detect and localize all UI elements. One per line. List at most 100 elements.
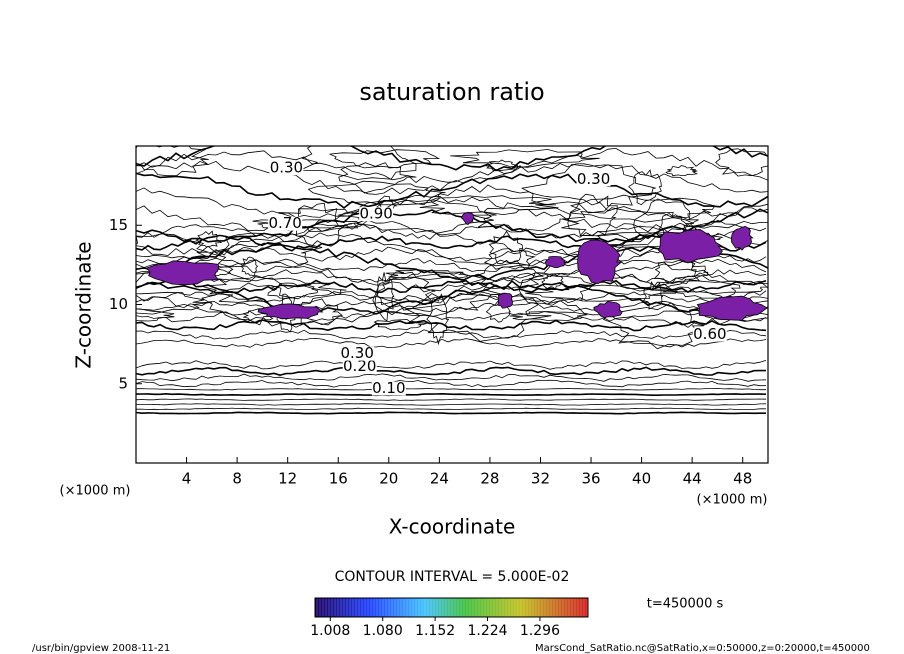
contour-line xyxy=(136,172,768,209)
contour-label-bg xyxy=(342,359,377,374)
shaded-region xyxy=(658,228,724,264)
contour-label: 0.30 xyxy=(577,170,610,188)
shaded-region xyxy=(146,260,219,286)
x-tick-label: 40 xyxy=(632,470,651,488)
contour-line xyxy=(136,146,768,172)
contour-line xyxy=(329,149,440,169)
contour-line xyxy=(715,148,768,177)
x-tick-label: 32 xyxy=(531,470,550,488)
contour-line xyxy=(136,291,212,315)
contour-line xyxy=(136,257,768,293)
y-tick-label: 10 xyxy=(109,295,128,313)
contour-line xyxy=(136,279,767,294)
y-axis-label: Z-coordinate xyxy=(72,241,96,368)
contour-label-bg xyxy=(576,172,611,187)
contour-label-bg xyxy=(268,216,303,231)
contour-line xyxy=(208,232,323,273)
contour-line xyxy=(372,272,503,317)
contour-line xyxy=(136,258,767,273)
contour-line xyxy=(136,160,768,195)
time-label: t=450000 s xyxy=(647,597,724,612)
contour-line xyxy=(136,280,768,315)
contour-line xyxy=(567,193,618,237)
shaded-region xyxy=(545,256,566,269)
shaded-region xyxy=(577,239,623,285)
plot-area: 0.100.200.300.300.300.900.700.60 xyxy=(136,146,768,415)
shaded-region xyxy=(257,303,324,320)
footer-right: MarsCond_SatRatio.nc@SatRatio,x=0:50000,… xyxy=(535,643,870,654)
contour-label: 0.30 xyxy=(340,344,373,362)
contour-line xyxy=(136,308,175,322)
contour-line xyxy=(426,293,450,346)
contour-label-bg xyxy=(371,381,406,396)
x-tick-label: 8 xyxy=(232,470,242,488)
y-unit: (×1000 m) xyxy=(60,484,131,499)
contour-line xyxy=(136,208,768,243)
colorbar-tick-label: 1.296 xyxy=(520,623,560,639)
contour-line xyxy=(136,403,767,406)
colorbar-tick-label: 1.008 xyxy=(310,623,350,639)
x-tick-label: 36 xyxy=(581,470,600,488)
x-tick-label: 16 xyxy=(329,470,348,488)
contour-line xyxy=(450,148,600,168)
x-axis-label: X-coordinate xyxy=(389,515,516,539)
contour-line xyxy=(376,271,436,311)
contour-line xyxy=(136,329,767,340)
contour-line xyxy=(404,293,552,342)
contour-line xyxy=(373,319,428,331)
shaded-region xyxy=(497,292,513,309)
contour-line xyxy=(136,398,767,401)
contour-interval: CONTOUR INTERVAL = 5.000E-02 xyxy=(335,569,570,585)
contour-line xyxy=(136,392,767,397)
contour-line xyxy=(200,276,347,307)
contour-line xyxy=(483,248,536,270)
contour-line xyxy=(477,202,572,233)
x-tick-label: 44 xyxy=(683,470,702,488)
contour-line xyxy=(488,230,524,265)
contour-line xyxy=(665,165,699,177)
contour-line xyxy=(136,407,766,411)
contour-line xyxy=(136,360,767,370)
contour-line xyxy=(136,293,768,328)
contour-line xyxy=(569,194,716,223)
contour-line xyxy=(136,366,767,377)
contour-line xyxy=(267,282,319,299)
shaded-region xyxy=(730,225,754,251)
shaded-region xyxy=(696,295,768,321)
contour-line xyxy=(653,259,709,285)
contour-line xyxy=(136,411,766,415)
contour-label: 0.30 xyxy=(270,159,303,177)
shaded-region xyxy=(593,300,623,319)
x-tick-label: 24 xyxy=(430,470,449,488)
contour-line xyxy=(509,311,588,321)
contour-line xyxy=(136,184,768,221)
contour-line xyxy=(385,269,469,280)
contour-line xyxy=(136,224,767,241)
colorbar xyxy=(314,597,589,618)
contour-line xyxy=(642,281,664,310)
y-tick-label: 15 xyxy=(109,216,128,234)
x-tick-label: 12 xyxy=(278,470,297,488)
contour-line xyxy=(628,169,662,206)
contour-label-bg xyxy=(340,346,375,361)
contour-label: 0.90 xyxy=(359,205,392,223)
contour-line xyxy=(136,310,767,323)
contour-line xyxy=(374,272,395,322)
contour-line xyxy=(136,269,767,284)
contour-line xyxy=(136,319,767,332)
colorbar-tick-label: 1.152 xyxy=(415,623,455,639)
footer-left: /usr/bin/gpview 2008-11-21 xyxy=(32,643,170,654)
x-tick-label: 28 xyxy=(480,470,499,488)
contour-label-bg xyxy=(692,327,727,342)
contour-label-bg xyxy=(359,207,394,222)
contour-line xyxy=(136,373,767,382)
contour-line xyxy=(136,337,767,349)
contour-line xyxy=(307,180,446,206)
contour-line xyxy=(338,198,497,234)
contour-line xyxy=(136,146,209,177)
contour-line xyxy=(664,274,741,299)
contour-line xyxy=(525,284,678,302)
x-unit: (×1000 m) xyxy=(697,493,768,508)
contour-line xyxy=(561,207,695,241)
